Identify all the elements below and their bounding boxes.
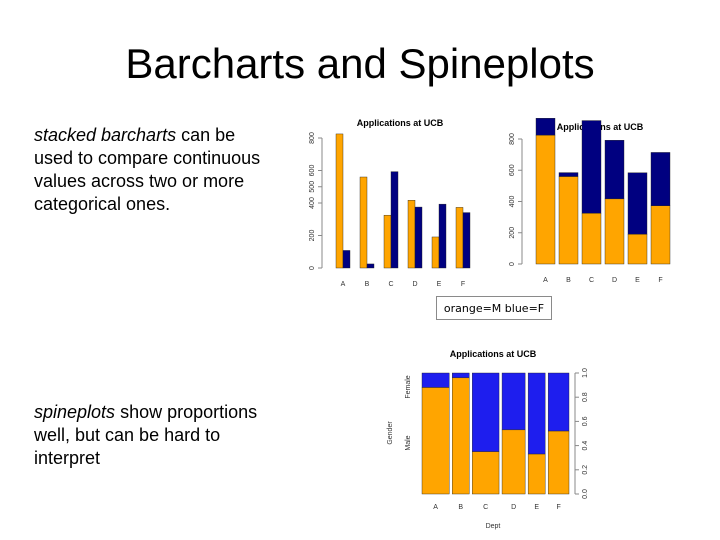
bar-male — [558, 176, 579, 265]
y-tick-label: 0.6 — [582, 416, 589, 426]
bar-female — [535, 118, 556, 136]
chart-title: Applications at UCB — [450, 349, 537, 359]
bar-female — [650, 152, 671, 206]
spine-female — [501, 372, 526, 431]
x-tick-label: C — [388, 281, 393, 288]
x-tick-label: F — [658, 277, 662, 284]
y-tick-label: 400 — [309, 197, 316, 209]
y-tick-label: 1.0 — [582, 368, 589, 378]
x-tick-label: F — [556, 504, 560, 511]
y-tick-label: 0.2 — [582, 465, 589, 475]
y-tick-label: 0 — [309, 266, 316, 270]
spine-male — [501, 429, 526, 495]
spine-male — [472, 451, 500, 495]
x-tick-label: E — [534, 504, 539, 511]
x-tick-label: A — [543, 277, 548, 284]
spineplots-text: spineplots show proportions well, but ca… — [34, 401, 274, 470]
bar-female — [462, 212, 471, 269]
y-tick-label: 600 — [509, 164, 516, 176]
y-tick-label: 800 — [309, 132, 316, 144]
y-group-label-male: Male — [405, 435, 412, 450]
stacked-barcharts-text: stacked barcharts can be used to compare… — [34, 124, 264, 216]
bar-female — [438, 203, 447, 269]
x-tick-label: D — [612, 277, 617, 284]
bar-male — [535, 134, 556, 265]
slide-title: Barcharts and Spineplots — [125, 40, 595, 87]
spineplots-term: spineplots — [34, 402, 116, 422]
bar-female — [390, 171, 399, 269]
y-tick-label: 800 — [509, 133, 516, 145]
x-tick-label: A — [433, 504, 438, 511]
stacked-barcharts-term: stacked barcharts — [34, 125, 177, 145]
x-tick-label: F — [461, 281, 465, 288]
y-tick-label: 0 — [509, 262, 516, 266]
spine-male — [527, 453, 546, 495]
x-tick-label: D — [412, 281, 417, 288]
x-tick-label: D — [511, 504, 516, 511]
y-tick-label: 0.0 — [582, 489, 589, 499]
bar-female — [558, 172, 579, 177]
spine-male — [547, 430, 570, 495]
color-legend-note: orange=M blue=F — [436, 296, 552, 320]
bar-female — [342, 250, 351, 269]
bar-male — [650, 205, 671, 265]
spine-female — [421, 372, 450, 388]
spineplots-desc: show proportions well, but can be hard t… — [34, 402, 258, 468]
x-axis-label: Dept — [486, 523, 501, 530]
spine-male — [452, 377, 470, 495]
bar-male — [431, 236, 440, 269]
spine-male — [421, 387, 450, 495]
y-tick-label: 200 — [309, 230, 316, 242]
bar-male — [407, 200, 416, 269]
spine-female — [452, 372, 470, 379]
bar-female — [414, 206, 423, 269]
x-tick-label: E — [437, 281, 442, 288]
y-tick-label: 400 — [509, 196, 516, 208]
y-tick-label: 600 — [309, 165, 316, 177]
y-tick-label: 0.8 — [582, 392, 589, 402]
x-tick-label: C — [483, 504, 488, 511]
x-tick-label: C — [589, 277, 594, 284]
x-tick-label: B — [458, 504, 463, 511]
x-tick-label: E — [635, 277, 640, 284]
stacked-barcharts-desc: can be used to compare continuous values… — [34, 125, 261, 214]
x-tick-label: B — [365, 281, 370, 288]
x-tick-label: A — [341, 281, 346, 288]
bar-male — [455, 207, 464, 269]
bar-female — [581, 120, 602, 214]
y-tick-label: 500 — [309, 181, 316, 193]
spine-female — [527, 372, 546, 455]
y-tick-label: 0.4 — [582, 441, 589, 451]
spine-female — [472, 372, 500, 452]
bar-male — [383, 214, 392, 269]
bar-male — [335, 133, 344, 269]
bar-male — [604, 198, 625, 265]
bar-male — [359, 176, 368, 269]
bar-female — [627, 172, 648, 235]
spineplot-chart: Applications at UCB A B C D E F 0.0 0.2 0.4 0.6 0.8… — [387, 349, 589, 530]
chart-title: Applications at UCB — [357, 118, 444, 128]
bar-female — [604, 140, 625, 200]
x-tick-label: B — [566, 277, 571, 284]
bar-female — [366, 263, 375, 269]
spine-female — [547, 372, 570, 432]
bar-male — [581, 213, 602, 265]
grouped-barchart: Applications at UCB 0 200 400 500 600 800 A B C D E… — [309, 118, 471, 288]
y-group-label-female: Female — [405, 375, 412, 398]
y-axis-label: Gender — [387, 421, 394, 445]
bar-male — [627, 233, 648, 265]
y-tick-label: 200 — [509, 227, 516, 239]
